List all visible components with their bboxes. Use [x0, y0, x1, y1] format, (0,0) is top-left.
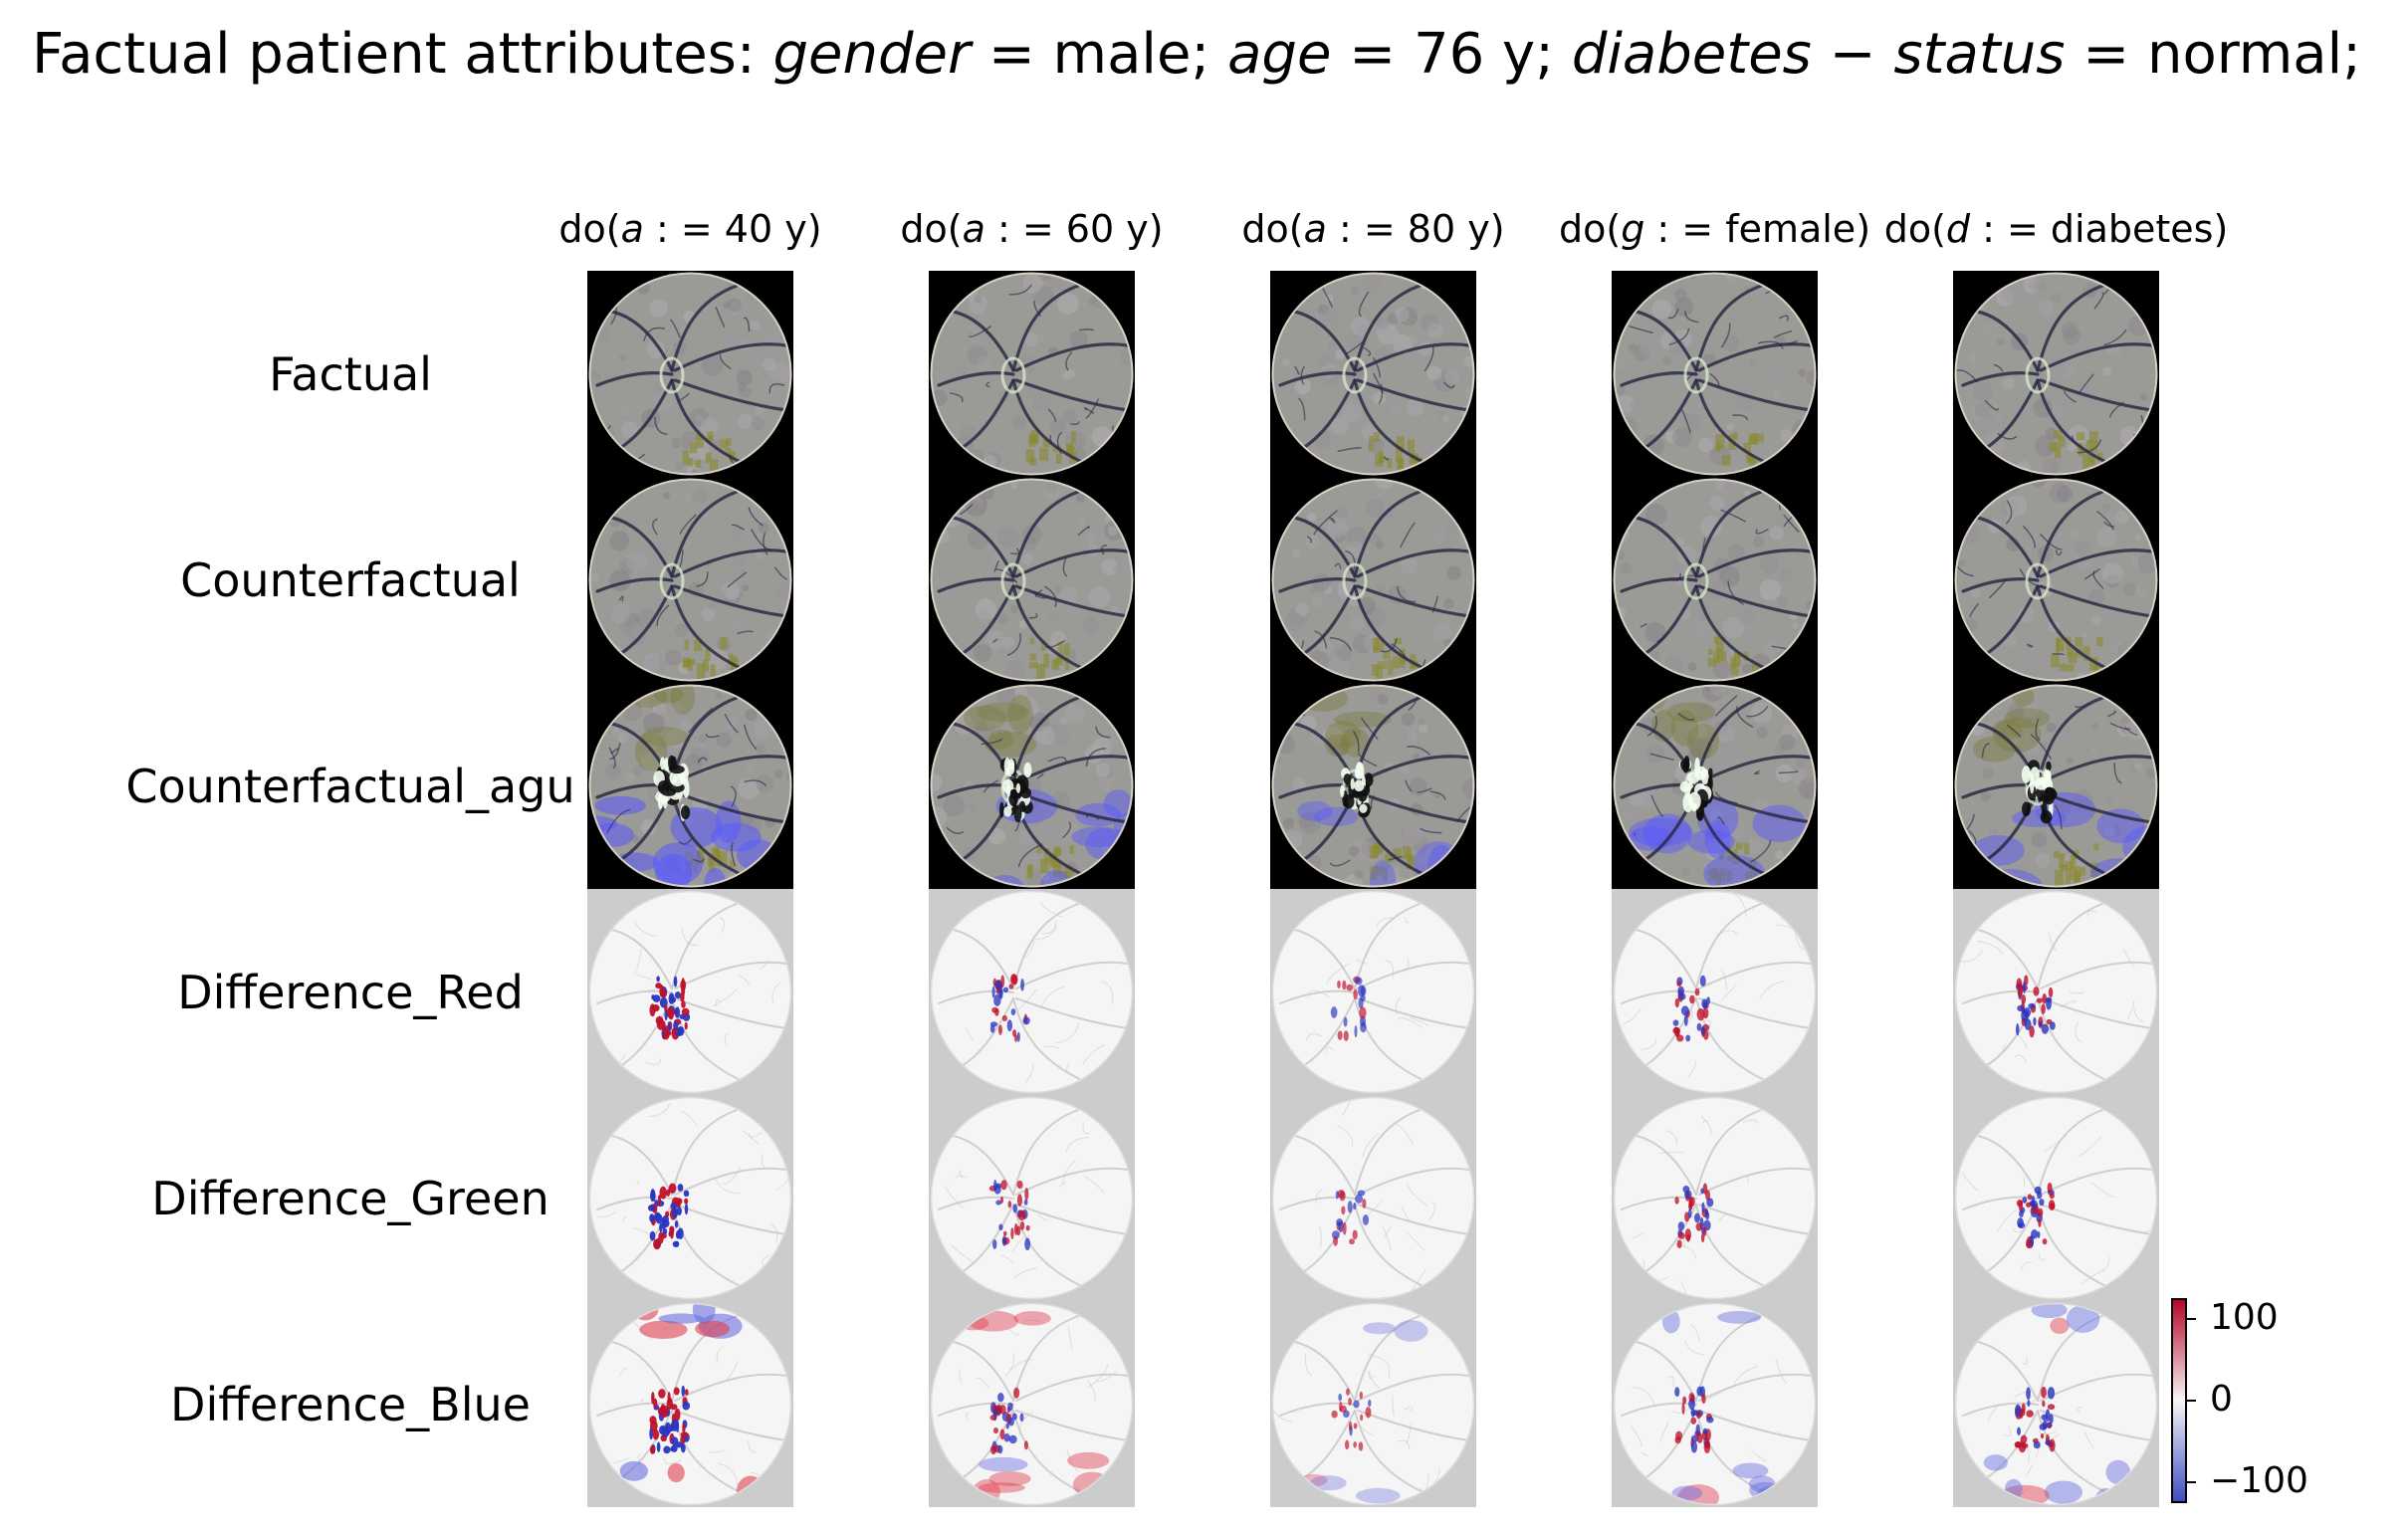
fundus-image-diff: [587, 889, 793, 1095]
fundus-image-diffblue: [1612, 1301, 1818, 1507]
title-age-value: = 76 y;: [1331, 22, 1572, 87]
fundus-image-diff: [929, 889, 1135, 1095]
column-header: do(d : = diabetes): [1883, 207, 2229, 251]
fundus-image-diffblue: [929, 1301, 1135, 1507]
fundus-image-diffblue: [587, 1301, 793, 1507]
colorbar-tick-label: 100: [2210, 1297, 2279, 1338]
row-label: Counterfactual_agu: [125, 759, 575, 813]
fundus-image-diff: [587, 1095, 793, 1301]
fundus-image-diff: [1270, 889, 1476, 1095]
fundus-image-diff: [1612, 1095, 1818, 1301]
figure-title: Factual patient attributes: gender = mal…: [0, 22, 2408, 87]
title-gender-value: = male;: [971, 22, 1228, 87]
fundus-image-fundus: [587, 271, 793, 477]
colorbar-gradient: [2171, 1298, 2196, 1503]
fundus-image-fundus: [1953, 271, 2159, 477]
colorbar-tick-label: −100: [2210, 1460, 2308, 1501]
fundus-image-augmented: [587, 683, 793, 889]
column-header: do(a : = 80 y): [1241, 207, 1505, 251]
row-label: Difference_Blue: [170, 1377, 531, 1431]
title-age-key: age: [1227, 22, 1332, 87]
colorbar-tick-label: 0: [2210, 1379, 2233, 1420]
fundus-image-fundus: [1953, 477, 2159, 683]
fundus-image-fundus: [929, 477, 1135, 683]
fundus-image-fundus: [1612, 271, 1818, 477]
row-label: Difference_Red: [177, 965, 524, 1019]
fundus-image-augmented: [1270, 683, 1476, 889]
title-diabetes-value: = normal;: [2065, 22, 2362, 87]
fundus-image-fundus: [929, 271, 1135, 477]
fundus-image-augmented: [929, 683, 1135, 889]
row-label: Factual: [269, 346, 432, 401]
colorbar: 100 0 −100: [2170, 1297, 2369, 1506]
fundus-image-diff: [929, 1095, 1135, 1301]
fundus-image-augmented: [1612, 683, 1818, 889]
fundus-image-diffblue: [1270, 1301, 1476, 1507]
fundus-image-fundus: [587, 477, 793, 683]
row-label: Counterfactual: [180, 552, 521, 607]
fundus-image-fundus: [1270, 271, 1476, 477]
title-gender-key: gender: [772, 22, 972, 87]
fundus-image-diff: [1612, 889, 1818, 1095]
column-header: do(a : = 60 y): [900, 207, 1164, 251]
fundus-image-diff: [1953, 889, 2159, 1095]
fundus-image-fundus: [1270, 477, 1476, 683]
fundus-image-diffblue: [1953, 1301, 2159, 1507]
row-label: Difference_Green: [151, 1171, 549, 1225]
column-header: do(a : = 40 y): [558, 207, 822, 251]
title-diabetes-key: diabetes − status: [1571, 22, 2066, 87]
fundus-image-fundus: [1612, 477, 1818, 683]
fundus-image-diff: [1270, 1095, 1476, 1301]
fundus-image-augmented: [1953, 683, 2159, 889]
title-prefix: Factual patient attributes:: [32, 22, 773, 87]
column-header: do(g : = female): [1558, 207, 1871, 251]
fundus-image-diff: [1953, 1095, 2159, 1301]
